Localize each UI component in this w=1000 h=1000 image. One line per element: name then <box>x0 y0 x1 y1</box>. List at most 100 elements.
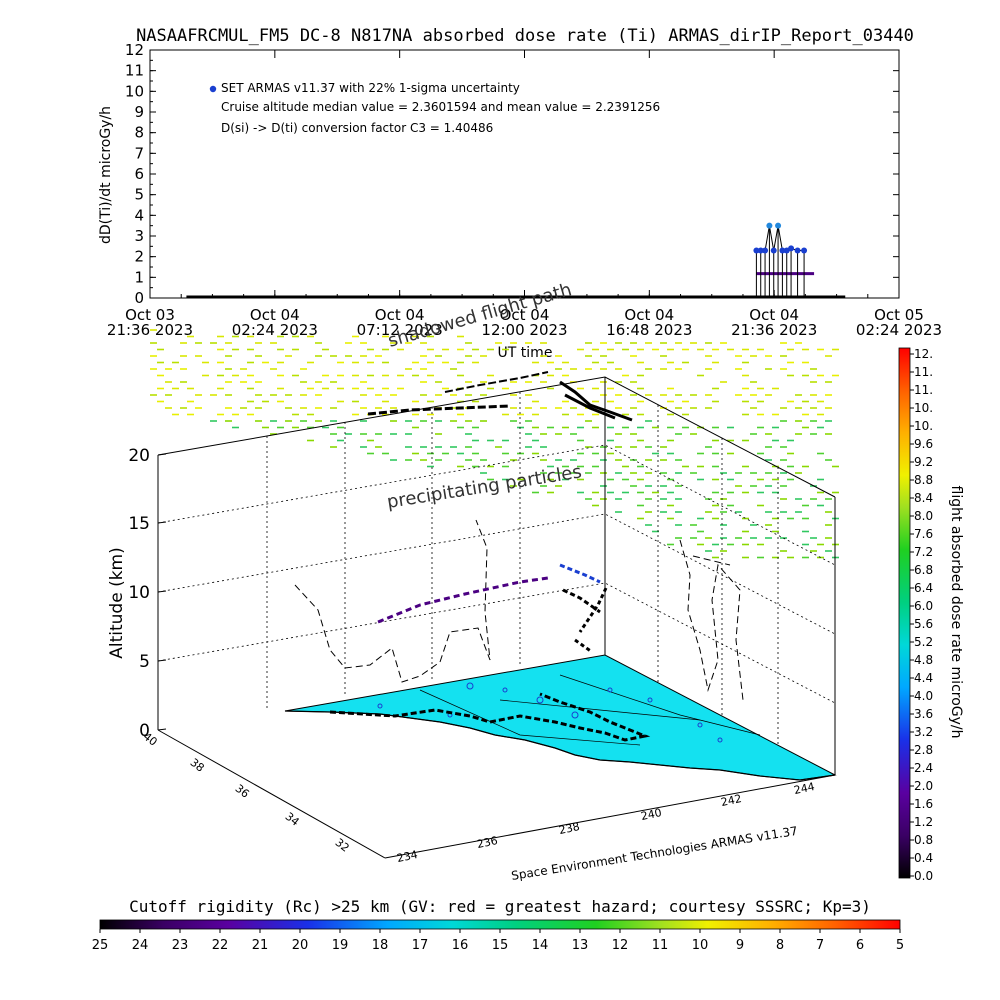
dose-colorbar-tick-label: 1.6 <box>914 797 933 811</box>
coastline <box>284 710 836 781</box>
rigidity-tick-label: 17 <box>412 938 429 953</box>
rigidity-tick-label: 16 <box>452 938 469 953</box>
altitude-tick-label: 15 <box>128 514 150 534</box>
map-front-edges <box>157 729 836 859</box>
dose-colorbar-tick-label: 12. <box>914 347 933 361</box>
timeseries-x-label: UT time <box>498 345 553 361</box>
longitude-tick-label: 240 <box>640 806 663 823</box>
dose-colorbar-tick-label: 8.8 <box>914 473 933 487</box>
altitude-tick-label: 20 <box>128 446 150 466</box>
dose-colorbar-tick-label: 4.0 <box>914 689 933 703</box>
x-tick-label-time: 07:12 2023 <box>357 321 443 339</box>
y-tick-label: 0 <box>134 289 144 307</box>
data-point <box>779 247 786 254</box>
ground-track <box>329 692 651 742</box>
rigidity-tick-label: 22 <box>212 938 229 953</box>
cutoff-rigidity-colorbar: Cutoff rigidity (Rc) >25 km (GV: red = g… <box>92 897 904 953</box>
y-tick-label: 6 <box>134 165 144 183</box>
x-tick-label-date: Oct 03 <box>125 306 175 324</box>
dose-colorbar-tick-label: 0.0 <box>914 869 933 883</box>
rigidity-tick-label: 25 <box>92 938 109 953</box>
x-tick-label-time: 12:00 2023 <box>481 321 567 339</box>
timeseries-y-label: dD(Ti)/dt microGy/h <box>98 106 114 244</box>
rigidity-tick-label: 24 <box>132 938 149 953</box>
dose-colorbar-tick-label: 9.6 <box>914 437 933 451</box>
dose-colorbar-tick-label: 7.2 <box>914 545 933 559</box>
rigidity-tick-label: 14 <box>532 938 549 953</box>
x-tick-label-time: 02:24 2023 <box>856 321 942 339</box>
rigidity-tick-label: 12 <box>612 938 629 953</box>
altitude-tick <box>157 453 167 456</box>
y-tick-label: 10 <box>125 82 144 100</box>
rigidity-tick-label: 18 <box>372 938 389 953</box>
dose-colorbar-tick-label: 11. <box>914 365 933 379</box>
latitude-tick-label: 36 <box>233 782 252 801</box>
y-tick-label: 3 <box>134 227 144 245</box>
flight-track-altitude <box>377 563 608 654</box>
dose-colorbar-tick-label: 6.4 <box>914 581 933 595</box>
figure-title: NASAAFRCMUL_FM5 DC-8 N817NA absorbed dos… <box>136 26 914 46</box>
longitude-tick-label: 236 <box>476 834 499 851</box>
y-tick-label: 8 <box>134 124 144 142</box>
data-point <box>788 245 795 252</box>
data-point <box>775 222 782 229</box>
altitude-tick <box>157 590 167 593</box>
altitude-tick <box>157 521 167 524</box>
dose-colorbar-tick-label: 7.6 <box>914 527 933 541</box>
dose-colorbar-tick-label: 2.4 <box>914 761 933 775</box>
dose-colorbar-tick-label: 0.4 <box>914 851 933 865</box>
credit-label: Space Environment Technologies ARMAS v11… <box>510 824 798 883</box>
longitude-tick-label: 244 <box>793 780 816 797</box>
rigidity-tick-label: 10 <box>692 938 709 953</box>
rigidity-tick-label: 19 <box>332 938 349 953</box>
y-tick-label: 1 <box>134 268 144 286</box>
dose-colorbar-tick-label: 1.2 <box>914 815 933 829</box>
altitude-tick-label: 5 <box>139 652 150 672</box>
data-point <box>794 247 801 254</box>
rigidity-tick-label: 8 <box>776 938 784 953</box>
data-point <box>762 247 769 254</box>
rigidity-tick-label: 15 <box>492 938 509 953</box>
rigidity-tick-label: 6 <box>856 938 864 953</box>
dose-colorbar-tick-label: 9.2 <box>914 455 933 469</box>
longitude-tick-label: 234 <box>396 848 419 865</box>
dose-colorbar-tick-label: 10. <box>914 401 933 415</box>
precipitating-particles-field <box>150 329 839 559</box>
dose-colorbar-tick-label: 4.4 <box>914 671 933 685</box>
dose-rate-colorbar-ramp <box>898 347 911 879</box>
x-tick-label-time: 16:48 2023 <box>606 321 692 339</box>
legend-line-2: Cruise altitude median value = 2.3601594… <box>221 100 660 114</box>
latitude-tick-label: 38 <box>188 756 207 775</box>
x-tick-label-time: 21:36 2023 <box>731 321 817 339</box>
rigidity-tick-label: 9 <box>736 938 744 953</box>
legend-line-3: D(si) -> D(ti) conversion factor C3 = 1.… <box>221 121 493 135</box>
data-point <box>757 247 764 254</box>
longitude-axis: 234 236 238 240 242 244 <box>396 780 816 865</box>
latitude-tick-label: 32 <box>333 836 352 855</box>
rigidity-tick-label: 5 <box>896 938 904 953</box>
cutoff-rigidity-title: Cutoff rigidity (Rc) >25 km (GV: red = g… <box>129 897 871 916</box>
cutoff-rigidity-ramp <box>99 919 901 930</box>
data-point <box>753 247 760 254</box>
x-tick-label-date: Oct 04 <box>250 306 300 324</box>
y-tick-label: 7 <box>134 144 144 162</box>
data-point <box>801 247 808 254</box>
dose-colorbar-tick-label: 10. <box>914 419 933 433</box>
map-floor <box>158 654 837 856</box>
dose-colorbar-tick-label: 11. <box>914 383 933 397</box>
dose-colorbar-tick-label: 6.8 <box>914 563 933 577</box>
timeseries-plot-area <box>186 222 846 299</box>
latitude-tick-label: 34 <box>283 810 302 829</box>
rigidity-tick-label: 13 <box>572 938 589 953</box>
rigidity-tick-label: 20 <box>292 938 309 953</box>
shadowed-flight-path <box>294 519 744 701</box>
x-tick-label-date: Oct 04 <box>500 306 550 324</box>
dose-rate-colorbar: 12. 11. 11. 10. 10. 9.6 9.2 8.8 8.4 8.0 7.6 7.2 6.8 6… <box>898 347 964 883</box>
x-tick-label-date: Oct 04 <box>375 306 425 324</box>
dose-colorbar-tick-label: 5.2 <box>914 635 933 649</box>
x-tick-label-time: 02:24 2023 <box>232 321 318 339</box>
